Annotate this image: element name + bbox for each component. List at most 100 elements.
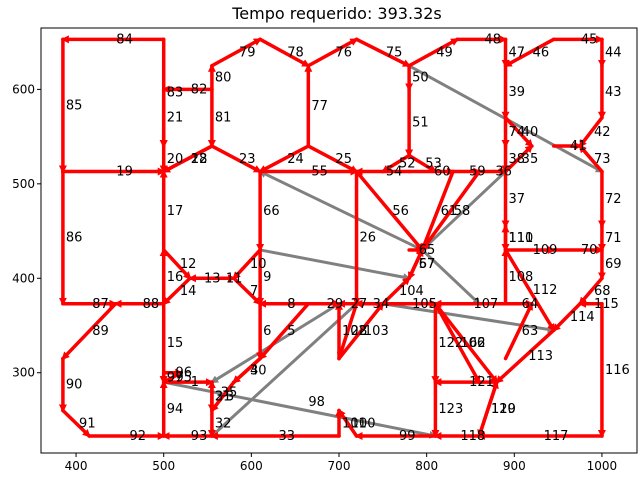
edge-label: 27 [351, 297, 368, 312]
edge-arrow [210, 37, 262, 68]
edge-label: 114 [570, 310, 595, 325]
edge-arrow [495, 328, 556, 384]
edge-arrow [61, 302, 118, 361]
edge-label: 13 [204, 271, 221, 286]
edge-label: 66 [263, 204, 280, 219]
edge-label: 17 [167, 204, 184, 219]
edge-label: 98 [308, 395, 325, 410]
edge-arrow [420, 169, 455, 252]
edge-label: 86 [66, 231, 83, 246]
edge-label: 115 [594, 297, 619, 312]
edge-arrow [477, 380, 499, 438]
edge-label: 48 [484, 32, 501, 47]
edge-arrow [578, 276, 604, 306]
link-layer [163, 64, 604, 439]
edge-label: 44 [605, 46, 622, 61]
edge-label: 106 [460, 336, 485, 351]
edge-label: 104 [399, 284, 424, 299]
edge-arrow [306, 37, 359, 68]
edge-label: 97 [167, 370, 184, 385]
edge-label: 33 [278, 429, 295, 444]
gray-link [210, 302, 358, 438]
edge-label: 58 [454, 204, 471, 219]
edge-label: 29 [327, 297, 344, 312]
edge-arrow [407, 248, 425, 281]
edge-label: 56 [392, 204, 409, 219]
edge-arrow [407, 37, 460, 68]
edge-label: 53 [425, 157, 442, 172]
edge-label: 123 [438, 402, 463, 417]
edge-label: 35 [522, 152, 539, 167]
x-tick-label: 1000 [587, 459, 618, 473]
edge-label: 6 [263, 324, 271, 339]
edge-label: 45 [581, 32, 598, 47]
edge-arrow [433, 302, 499, 384]
edge-arrow [503, 144, 534, 174]
edge-label: 79 [239, 46, 256, 61]
edge-label: 52 [399, 157, 416, 172]
edge-arrow [161, 144, 214, 174]
edge-label: 78 [287, 46, 304, 61]
edge-label: 5 [287, 324, 295, 339]
edge-arrow [232, 248, 262, 281]
gray-link [258, 170, 423, 252]
edge-label: 93 [191, 429, 208, 444]
chart-title: Tempo requerido: 393.32s [231, 4, 442, 23]
gray-link [259, 248, 412, 282]
edge-label: 59 [469, 165, 486, 180]
edge-label: 51 [412, 115, 429, 130]
edge-label: 77 [311, 99, 328, 114]
edge-arrow [578, 115, 604, 148]
edge-label: 69 [605, 257, 622, 272]
gray-link [421, 248, 481, 306]
edge-label: 81 [215, 111, 232, 126]
edge-label: 28 [351, 324, 368, 339]
edge-label: 43 [605, 85, 622, 100]
edge-arrow [503, 301, 534, 361]
edge-label: 65 [419, 243, 436, 258]
edge-arrow [420, 169, 481, 252]
edge-label: 122 [438, 336, 463, 351]
edge-label: 16 [167, 270, 184, 285]
x-tick-label: 600 [240, 459, 263, 473]
edge-label: 64 [522, 297, 539, 312]
edge-label: 117 [544, 429, 569, 444]
edge-label: 95 [175, 370, 192, 385]
edge-arrow [551, 302, 582, 332]
edge-arrow [258, 37, 311, 68]
edge-label: 25 [335, 152, 352, 167]
x-tick-label: 500 [152, 459, 175, 473]
edge-arrow [61, 408, 91, 438]
edge-layer [58, 35, 606, 440]
edge-label: 21 [167, 111, 184, 126]
edge-arrow [503, 115, 534, 148]
edge-label: 2 [215, 389, 223, 404]
edge-label: 107 [473, 297, 498, 312]
edge-arrow [354, 169, 425, 252]
edge-label: 84 [116, 32, 133, 47]
edge-label: 41 [570, 139, 587, 154]
edge-label: 101 [342, 416, 367, 431]
edge-label: 70 [581, 243, 598, 258]
edge-label: 30 [250, 363, 267, 378]
edge-arrow [407, 153, 438, 174]
edge-label: 23 [239, 152, 256, 167]
edge-label: 12 [180, 257, 197, 272]
gray-link [163, 380, 438, 439]
edge-label: 9 [263, 270, 271, 285]
edge-label: 36 [495, 165, 512, 180]
edge-label: 18 [191, 152, 208, 167]
edge-label: 8 [287, 297, 295, 312]
edge-label: 35 [221, 385, 238, 400]
edge-label: 102 [342, 324, 367, 339]
axes: 400 500 600 700 800 900 1000 300 400 500 600 [12, 82, 617, 473]
edge-label: 7 [250, 284, 258, 299]
edge-label: 99 [399, 429, 416, 444]
edge-label: 74 [509, 125, 526, 140]
edge-label: 42 [594, 125, 611, 140]
x-tick-label: 800 [415, 459, 438, 473]
edge-arrow [161, 276, 192, 306]
edge-label: 19 [116, 165, 133, 180]
edge-label: 92 [129, 429, 146, 444]
edge-label: 68 [594, 284, 611, 299]
